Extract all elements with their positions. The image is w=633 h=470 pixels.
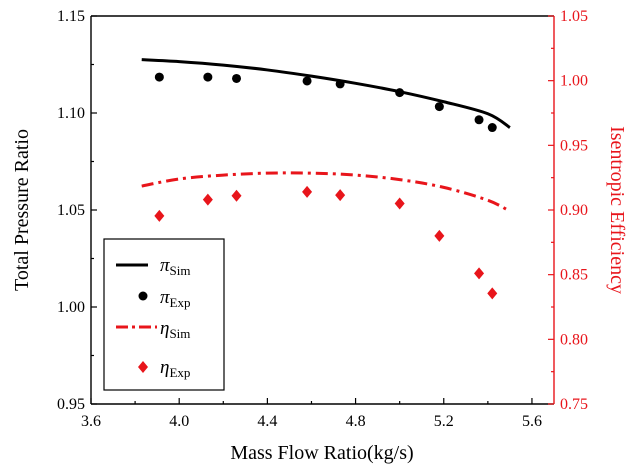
series-line-eta-sim (141, 171, 511, 213)
legend-name-eta-sim: η (160, 318, 169, 339)
data-point-eta-exp (202, 193, 213, 206)
right-y-tick-label: 0.95 (560, 137, 588, 154)
legend-label-pi-exp: πExp (160, 287, 190, 310)
legend-name-pi-exp: π (160, 287, 170, 308)
x-axis-title: Mass Flow Ratio(kg/s) (230, 442, 413, 464)
series-line-pi-sim (141, 58, 511, 129)
legend-name-eta-exp: η (160, 357, 169, 378)
legend-label-eta-exp: ηExp (160, 357, 190, 380)
data-point-eta-exp (474, 267, 485, 280)
legend-sub-eta-exp: Exp (169, 365, 190, 380)
data-point-eta-exp (302, 185, 313, 198)
data-point-pi-exp (434, 102, 444, 112)
data-point-pi-exp (203, 72, 213, 82)
data-point-pi-exp (487, 123, 497, 133)
right-y-axis-title: Isentropic Efficiency (606, 126, 628, 294)
series-layer (141, 58, 511, 300)
legend: πSim πExp ηSim ηExp (103, 238, 225, 391)
right-y-tick-label: 0.90 (560, 202, 588, 219)
legend-sub-pi-sim: Sim (170, 263, 191, 278)
right-y-tick-label: 1.00 (560, 73, 588, 90)
data-point-eta-exp (394, 197, 405, 210)
x-tick-label: 5.2 (434, 413, 454, 430)
right-y-tick-label: 0.85 (560, 267, 588, 284)
legend-name-pi-sim: π (160, 255, 170, 276)
legend-swatch-pi-exp (138, 291, 148, 301)
left-y-tick-label: 0.95 (57, 396, 85, 413)
data-point-eta-exp (154, 209, 165, 222)
left-y-tick-label: 1.05 (57, 202, 85, 219)
legend-label-pi-sim: πSim (160, 255, 191, 278)
data-point-pi-exp (474, 115, 484, 125)
left-y-tick-label: 1.00 (57, 299, 85, 316)
axis-ticks: 3.6 4.0 4.4 4.8 5.2 5.6 0.95 1.00 1.05 1.10 1.15 0.… (57, 8, 588, 430)
x-tick-label: 4.8 (346, 413, 366, 430)
right-y-tick-label: 0.75 (560, 396, 588, 413)
data-point-pi-exp (395, 88, 405, 98)
legend-sub-pi-exp: Exp (170, 295, 191, 310)
data-point-eta-exp (335, 189, 346, 202)
x-tick-label: 4.4 (257, 413, 277, 430)
data-point-pi-exp (302, 76, 312, 86)
legend-swatch-eta-exp (138, 361, 148, 373)
right-y-tick-label: 1.05 (560, 8, 588, 25)
data-point-pi-exp (154, 72, 164, 82)
data-point-pi-exp (335, 79, 345, 89)
data-point-eta-exp (487, 287, 498, 300)
x-tick-label: 4.0 (169, 413, 189, 430)
left-y-tick-label: 1.10 (57, 105, 85, 122)
data-point-eta-exp (434, 229, 445, 242)
right-y-tick-label: 0.80 (560, 331, 588, 348)
legend-label-eta-sim: ηSim (160, 318, 190, 341)
x-tick-label: 5.6 (522, 413, 542, 430)
legend-sub-eta-sim: Sim (169, 326, 190, 341)
data-point-eta-exp (231, 189, 242, 202)
left-y-axis-title: Total Pressure Ratio (11, 129, 33, 291)
x-tick-label: 3.6 (81, 413, 101, 430)
data-point-pi-exp (232, 73, 242, 83)
left-y-tick-label: 1.15 (57, 8, 85, 25)
